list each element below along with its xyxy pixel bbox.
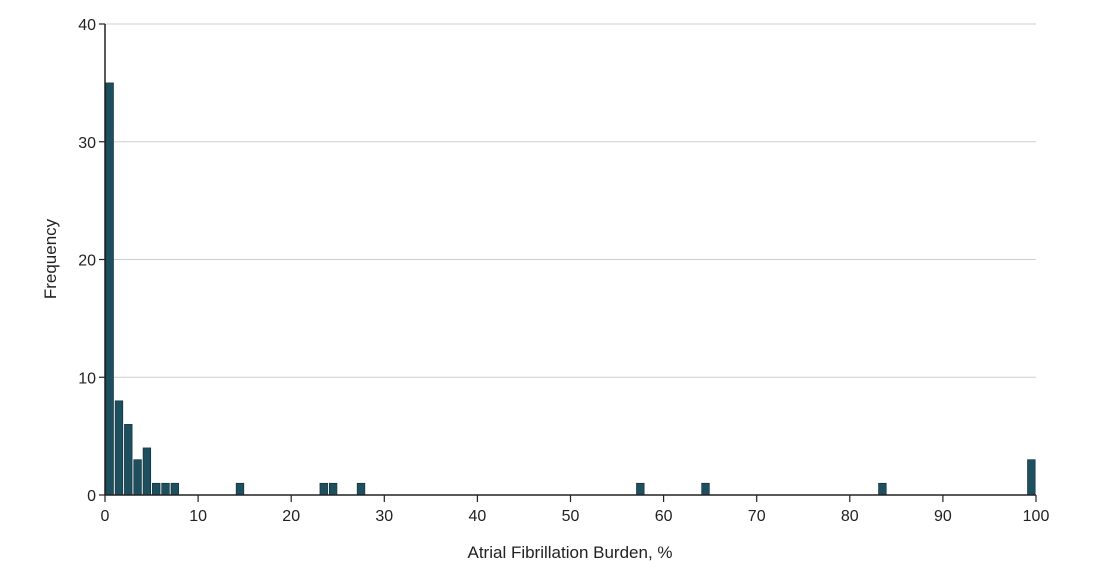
histogram-bar bbox=[170, 482, 179, 496]
histogram-bar bbox=[133, 459, 142, 496]
x-tick-label: 70 bbox=[748, 508, 766, 525]
histogram-bar bbox=[235, 482, 245, 496]
histogram-bar bbox=[356, 482, 366, 496]
histogram-bar bbox=[328, 482, 338, 496]
x-tick-label: 20 bbox=[282, 508, 300, 525]
x-tick-label: 30 bbox=[375, 508, 393, 525]
x-tick-label: 80 bbox=[841, 508, 859, 525]
x-axis-title: Atrial Fibrillation Burden, % bbox=[467, 543, 672, 562]
histogram-bar bbox=[142, 447, 152, 496]
y-tick-label: 40 bbox=[78, 17, 96, 34]
x-tick-label: 50 bbox=[562, 508, 580, 525]
x-axis-ticks: 0 10 20 30 40 50 60 70 80 90 100 bbox=[101, 495, 1050, 525]
histogram-bar bbox=[319, 482, 328, 496]
histogram-bar bbox=[1027, 459, 1036, 496]
histogram-bar bbox=[636, 482, 645, 496]
histogram-bar bbox=[161, 482, 170, 496]
histogram-bar bbox=[124, 424, 133, 496]
y-tick-label: 0 bbox=[87, 488, 96, 505]
y-tick-label: 10 bbox=[78, 370, 96, 387]
y-tick-label: 30 bbox=[78, 135, 96, 152]
x-tick-label: 10 bbox=[189, 508, 207, 525]
y-tick-label: 20 bbox=[78, 253, 96, 270]
x-tick-label: 60 bbox=[655, 508, 673, 525]
y-axis-ticks: 0 10 20 30 40 bbox=[78, 17, 105, 505]
x-tick-label: 40 bbox=[469, 508, 487, 525]
histogram-bar bbox=[152, 482, 161, 496]
gridlines bbox=[105, 23, 1036, 378]
histogram-bar bbox=[105, 82, 114, 496]
histogram-bar bbox=[701, 482, 710, 496]
x-tick-label: 90 bbox=[934, 508, 952, 525]
histogram-bar bbox=[878, 482, 887, 496]
x-tick-label: 0 bbox=[101, 508, 110, 525]
histogram-bar bbox=[114, 400, 124, 496]
bars bbox=[105, 82, 1036, 496]
x-tick-label: 100 bbox=[1023, 508, 1050, 525]
y-axis-title: Frequency bbox=[41, 218, 60, 299]
